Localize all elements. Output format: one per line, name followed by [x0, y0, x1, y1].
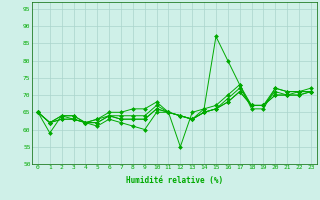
X-axis label: Humidité relative (%): Humidité relative (%) — [126, 176, 223, 185]
